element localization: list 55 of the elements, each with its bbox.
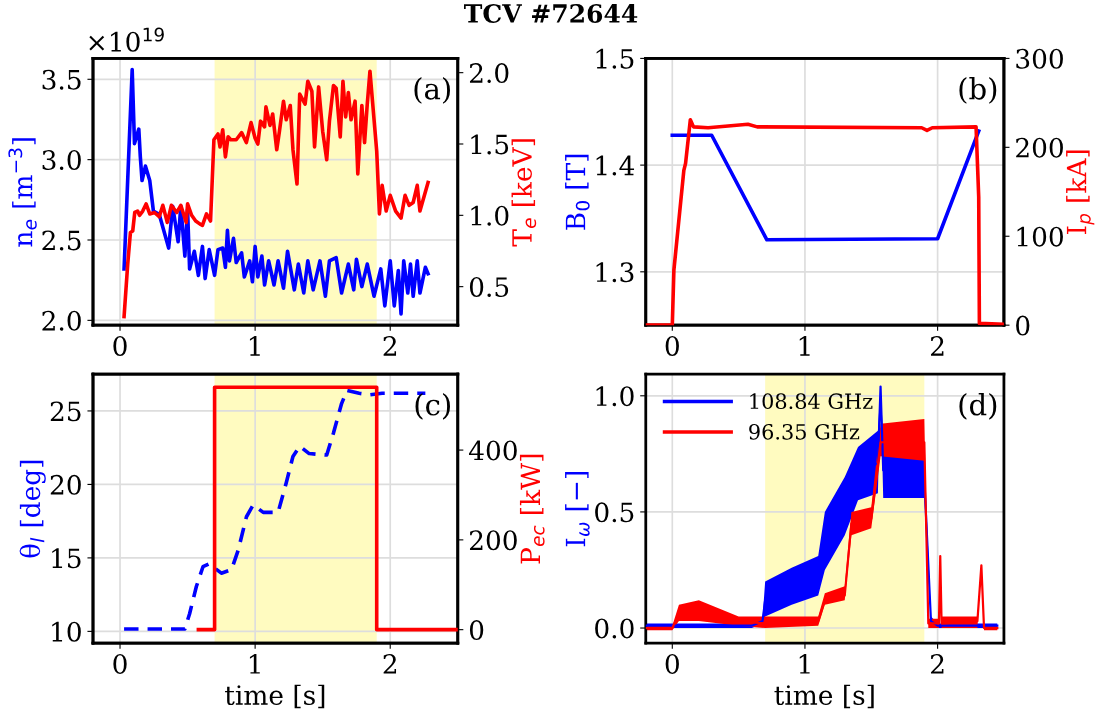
x-tick-label: 2	[930, 654, 944, 674]
y-tick-label: 0.5	[595, 502, 634, 523]
x-tick-label: 1	[799, 336, 810, 356]
y-tick-label: 10	[52, 621, 81, 642]
y-tick-label: 3.0	[42, 150, 81, 171]
x-axis-title: time [s]	[774, 684, 874, 709]
y-axis-title: I$_{ω}$ [−]	[565, 472, 590, 547]
legend-label: 108.84 GHz	[750, 393, 873, 410]
y2-axis-title: T$_{e}$ [keV]	[511, 139, 537, 247]
y-tick-label: 2.0	[42, 310, 81, 331]
x-tick-label: 0	[113, 654, 127, 674]
x-tick-label: 1	[799, 654, 810, 674]
y-tick-label: 1.5	[596, 48, 634, 69]
y-tick-label: 2.5	[42, 230, 81, 251]
y2-tick-label: 300	[1016, 48, 1063, 69]
text: TCV #72644	[464, 4, 638, 23]
y-tick-label: 1.3	[596, 262, 634, 283]
y2-tick-label: 2.0	[469, 63, 509, 84]
annotation: (c)	[415, 393, 450, 420]
x-tick-label: 2	[930, 336, 944, 356]
y2-tick-label: 0	[469, 620, 484, 641]
x-tick-label: 1	[249, 654, 260, 674]
x-axis-title: time [s]	[225, 684, 325, 709]
y-axis-title: θ$_{l}$ [deg]	[19, 460, 46, 558]
legend-label: 96.35 GHz	[749, 423, 860, 440]
y-tick-label: 1.0	[596, 386, 634, 407]
annotation: (a)	[414, 77, 450, 104]
x-tick-label: 0	[665, 336, 679, 357]
x-tick-label: 0	[665, 654, 679, 674]
y2-axis-title: I$_{p}$ [kA]	[1066, 150, 1095, 234]
y2-tick-label: 1.0	[471, 205, 509, 226]
y-tick-label: 0.0	[595, 618, 634, 639]
y2-tick-label: 0	[1016, 315, 1030, 336]
y-tick-label: 1.4	[596, 155, 635, 176]
y-tick-label: 25	[50, 401, 81, 422]
x-tick-label: 2	[383, 336, 397, 356]
y2-axis-title: P$_{ec}$ [kW]	[519, 454, 545, 564]
y2-tick-label: 400	[469, 440, 517, 461]
y-tick-label: 20	[50, 474, 81, 495]
y2-tick-label: 1.5	[471, 134, 509, 155]
x-tick-label: 0	[113, 336, 127, 357]
annotation: (d)	[959, 393, 997, 420]
line-series	[670, 129, 981, 242]
y-axis-title: B$_{0}$ [T]	[565, 154, 590, 230]
y2-tick-label: 200	[1016, 137, 1063, 158]
y-tick-label: 3.5	[42, 69, 81, 90]
x-tick-label: 1	[249, 336, 260, 356]
x-tick-label: 2	[383, 654, 397, 674]
y2-tick-label: 200	[469, 530, 517, 551]
annotation: (b)	[959, 77, 997, 104]
y2-tick-label: 100	[1017, 226, 1063, 247]
y2-tick-label: 0.5	[469, 277, 509, 298]
y-tick-label: 15	[52, 548, 81, 569]
text: ×10$^{19}$	[89, 27, 164, 52]
y-axis-title: n$_{e}$ [m$^{−3}$]	[8, 138, 37, 247]
